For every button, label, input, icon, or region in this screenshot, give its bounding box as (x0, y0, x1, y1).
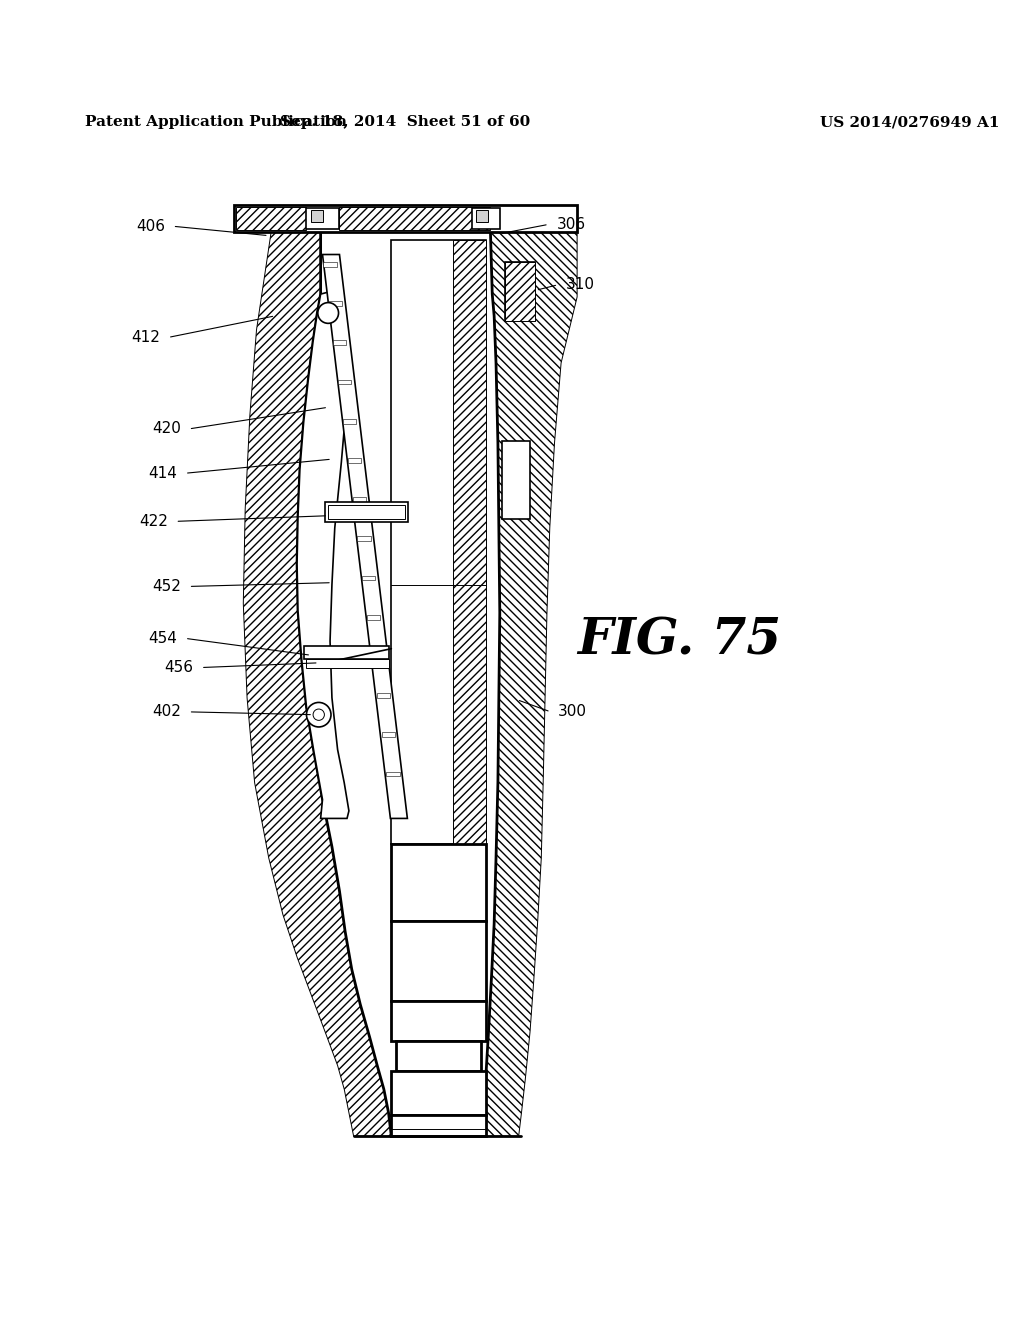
Bar (326, 502, 409, 523)
Bar (304, 645, 388, 659)
Bar (391, 240, 485, 843)
Text: 454: 454 (148, 631, 177, 645)
Bar (362, 576, 376, 581)
Bar (396, 1041, 481, 1071)
Bar (391, 1071, 485, 1114)
Circle shape (317, 302, 339, 323)
Polygon shape (481, 230, 578, 1137)
Bar (311, 210, 323, 222)
Text: 306: 306 (556, 216, 586, 232)
Bar (233, 206, 578, 232)
Bar (505, 263, 535, 321)
Bar (502, 441, 530, 519)
Bar (343, 418, 356, 424)
Bar (471, 209, 500, 230)
Text: 420: 420 (153, 421, 181, 437)
Circle shape (306, 702, 331, 727)
Polygon shape (340, 207, 490, 230)
Bar (391, 1002, 485, 1041)
Bar (391, 843, 485, 921)
Text: 406: 406 (136, 219, 165, 234)
Bar (382, 733, 395, 737)
Text: 310: 310 (566, 277, 595, 292)
Text: 422: 422 (139, 513, 168, 529)
Polygon shape (297, 290, 349, 818)
Polygon shape (233, 230, 391, 1137)
Bar (391, 921, 485, 1002)
Bar (329, 301, 341, 306)
Text: Sep. 18, 2014  Sheet 51 of 60: Sep. 18, 2014 Sheet 51 of 60 (281, 115, 530, 129)
Polygon shape (236, 207, 306, 230)
Text: 414: 414 (148, 466, 177, 480)
Bar (348, 458, 360, 463)
Bar (367, 615, 380, 619)
Bar (306, 209, 340, 230)
Circle shape (313, 709, 325, 721)
Text: 452: 452 (153, 579, 181, 594)
Polygon shape (297, 230, 500, 1137)
Bar (476, 210, 487, 222)
Text: FIG. 75: FIG. 75 (577, 616, 781, 665)
Bar (306, 659, 388, 668)
Bar (324, 263, 337, 267)
Bar (333, 341, 346, 345)
Bar (352, 498, 366, 502)
Bar (372, 655, 385, 659)
Polygon shape (505, 263, 535, 321)
Text: 456: 456 (164, 660, 194, 675)
Bar (328, 506, 406, 519)
Polygon shape (323, 255, 408, 818)
Bar (357, 536, 371, 541)
Text: US 2014/0276949 A1: US 2014/0276949 A1 (820, 115, 999, 129)
Bar (391, 1114, 485, 1137)
Polygon shape (453, 240, 485, 843)
Text: 402: 402 (153, 705, 181, 719)
Text: 300: 300 (558, 705, 587, 719)
Bar (386, 772, 399, 776)
Text: 412: 412 (131, 330, 161, 345)
Bar (338, 380, 351, 384)
Text: Patent Application Publication: Patent Application Publication (85, 115, 347, 129)
Bar (377, 693, 390, 698)
